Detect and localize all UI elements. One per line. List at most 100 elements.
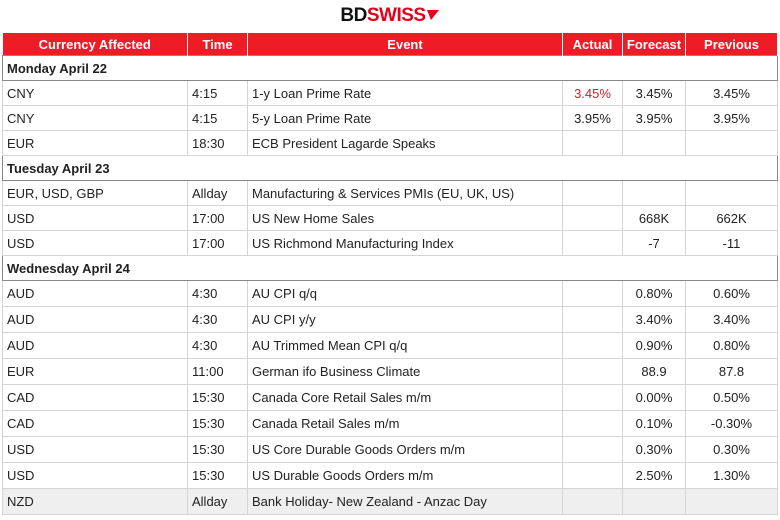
cell	[562, 410, 623, 437]
event-row: CAD 15:30 Canada Core Retail Sales m/m 0.00…	[2, 384, 778, 411]
cell: 11:00	[187, 358, 248, 385]
column-header: Currency Affected	[2, 33, 188, 56]
event-row: EUR, USD, GBP Allday Manufacturing & Servi…	[2, 180, 778, 206]
cell: 0.10%	[622, 410, 686, 437]
cell	[562, 332, 623, 359]
cell: AU CPI y/y	[247, 306, 563, 333]
cell: CAD	[2, 384, 188, 411]
event-row: USD 17:00 US New Home Sales 668K 662K	[2, 205, 778, 231]
section-title: Wednesday April 24	[2, 255, 778, 281]
cell: 0.30%	[685, 436, 778, 463]
cell: AUD	[2, 306, 188, 333]
cell: -7	[622, 230, 686, 256]
cell	[562, 462, 623, 489]
section-row: Monday April 22	[2, 55, 778, 81]
cell: 88.9	[622, 358, 686, 385]
cell: EUR	[2, 130, 188, 156]
column-header: Event	[247, 33, 563, 56]
cell: 3.95%	[685, 105, 778, 131]
cell	[685, 180, 778, 206]
cell	[562, 358, 623, 385]
section-title: Monday April 22	[2, 55, 778, 81]
cell: Bank Holiday- New Zealand - Anzac Day	[247, 488, 563, 515]
cell: 0.30%	[622, 436, 686, 463]
section-row: Wednesday April 24	[2, 255, 778, 281]
cell: Canada Retail Sales m/m	[247, 410, 563, 437]
cell: 3.95%	[622, 105, 686, 131]
cell	[562, 180, 623, 206]
cell: Allday	[187, 488, 248, 515]
cell	[562, 280, 623, 307]
cell: -11	[685, 230, 778, 256]
cell: AUD	[2, 332, 188, 359]
calendar-table: Currency Affected Time Event Actual Forecast…	[2, 33, 778, 515]
event-row: CNY 4:15 5-y Loan Prime Rate 3.95% 3.95% 3.95…	[2, 105, 778, 131]
section-row: Tuesday April 23	[2, 155, 778, 181]
cell: 0.00%	[622, 384, 686, 411]
cell: 1.30%	[685, 462, 778, 489]
cell: 15:30	[187, 410, 248, 437]
event-row: CAD 15:30 Canada Retail Sales m/m 0.10% -0.3…	[2, 410, 778, 437]
cell: 3.45%	[562, 80, 623, 106]
cell: -0.30%	[685, 410, 778, 437]
cell	[685, 488, 778, 515]
cell: 662K	[685, 205, 778, 231]
cell: 17:00	[187, 205, 248, 231]
section-title: Tuesday April 23	[2, 155, 778, 181]
event-row: AUD 4:30 AU Trimmed Mean CPI q/q 0.90% 0.80%	[2, 332, 778, 359]
cell: NZD	[2, 488, 188, 515]
cell: 2.50%	[622, 462, 686, 489]
cell: 3.95%	[562, 105, 623, 131]
cell: 15:30	[187, 462, 248, 489]
cell: 3.45%	[685, 80, 778, 106]
cell: 15:30	[187, 384, 248, 411]
event-row: USD 17:00 US Richmond Manufacturing Index -…	[2, 230, 778, 256]
cell	[562, 205, 623, 231]
cell: EUR	[2, 358, 188, 385]
cell: ECB President Lagarde Speaks	[247, 130, 563, 156]
cell	[685, 130, 778, 156]
event-row: CNY 4:15 1-y Loan Prime Rate 3.45% 3.45% 3.45…	[2, 80, 778, 106]
cell: 0.50%	[685, 384, 778, 411]
cell	[622, 130, 686, 156]
event-row: AUD 4:30 AU CPI q/q 0.80% 0.60%	[2, 280, 778, 307]
cell: 15:30	[187, 436, 248, 463]
column-header: Previous	[685, 33, 778, 56]
cell: German ifo Business Climate	[247, 358, 563, 385]
cell: US Richmond Manufacturing Index	[247, 230, 563, 256]
cell	[562, 488, 623, 515]
logo-text: BD	[340, 5, 367, 26]
cell: 87.8	[685, 358, 778, 385]
cell	[562, 436, 623, 463]
cell	[622, 488, 686, 515]
cell: 1-y Loan Prime Rate	[247, 80, 563, 106]
column-header: Actual	[562, 33, 623, 56]
cell: 0.90%	[622, 332, 686, 359]
logo-text: SWISS	[366, 5, 426, 26]
logo-mark	[426, 10, 439, 20]
cell	[622, 180, 686, 206]
logo: BDSWISS	[0, 5, 780, 27]
cell: Manufacturing & Services PMIs (EU, UK, U…	[247, 180, 563, 206]
cell: US Durable Goods Orders m/m	[247, 462, 563, 489]
cell: Allday	[187, 180, 248, 206]
cell: CNY	[2, 80, 188, 106]
cell: 0.80%	[622, 280, 686, 307]
cell: 4:30	[187, 332, 248, 359]
cell: 17:00	[187, 230, 248, 256]
cell: EUR, USD, GBP	[2, 180, 188, 206]
cell: 3.40%	[685, 306, 778, 333]
cell: Canada Core Retail Sales m/m	[247, 384, 563, 411]
cell: 4:15	[187, 80, 248, 106]
event-row: AUD 4:30 AU CPI y/y 3.40% 3.40%	[2, 306, 778, 333]
cell: US New Home Sales	[247, 205, 563, 231]
cell: 4:30	[187, 306, 248, 333]
cell: 668K	[622, 205, 686, 231]
event-row: NZD Allday Bank Holiday- New Zealand - Anz…	[2, 488, 778, 515]
event-row: EUR 11:00 German ifo Business Climate 88.9 8…	[2, 358, 778, 385]
cell: USD	[2, 436, 188, 463]
cell	[562, 306, 623, 333]
event-row: USD 15:30 US Durable Goods Orders m/m 2.50%…	[2, 462, 778, 489]
event-row: USD 15:30 US Core Durable Goods Orders m/m…	[2, 436, 778, 463]
